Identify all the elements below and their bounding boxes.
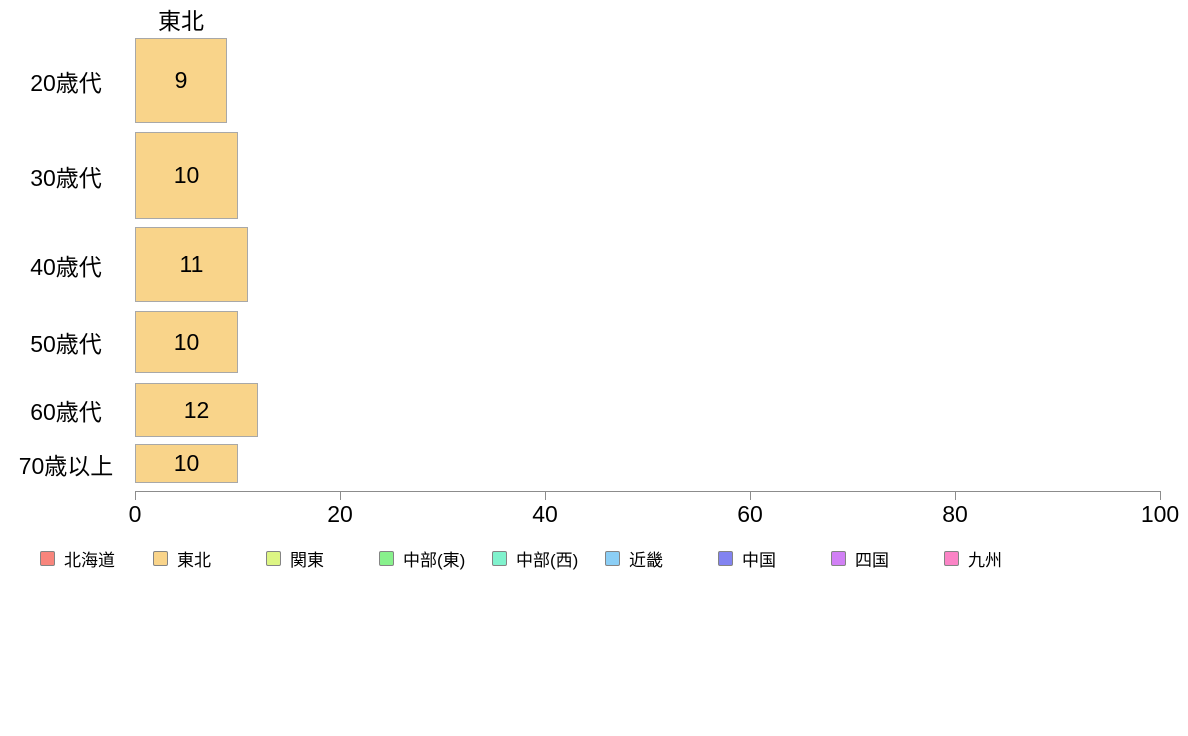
bar-value-label: 9 xyxy=(174,67,188,93)
legend-swatch xyxy=(153,551,168,566)
bar: 10 xyxy=(135,444,238,483)
bar: 9 xyxy=(135,38,227,123)
legend-label: 東北 xyxy=(177,551,211,570)
bar: 10 xyxy=(135,311,238,373)
legend-label: 北海道 xyxy=(64,551,115,570)
chart-title: 東北 xyxy=(158,8,204,34)
legend-item: 関東 xyxy=(266,546,379,571)
legend-swatch xyxy=(379,551,394,566)
bar-value-label: 10 xyxy=(173,450,200,476)
legend-item: 九州 xyxy=(944,546,1057,571)
category-label: 40歳代 xyxy=(30,253,102,280)
x-axis-line xyxy=(135,491,1161,492)
legend-item: 中国 xyxy=(718,546,831,571)
legend-swatch xyxy=(492,551,507,566)
x-tick-label: 20 xyxy=(327,501,353,527)
legend-item: 東北 xyxy=(153,546,266,571)
category-label: 50歳代 xyxy=(30,331,102,357)
category-label: 70歳以上 xyxy=(18,452,114,479)
x-tick xyxy=(750,492,751,500)
legend-label: 中国 xyxy=(742,551,776,570)
bar-value-label: 10 xyxy=(173,328,200,355)
legend-label: 四国 xyxy=(855,551,889,570)
legend: 北海道 東北 関東 中部(東) 中部(西) 近畿 中国 四国 九州 xyxy=(40,546,1057,571)
x-tick xyxy=(1160,492,1161,500)
legend-label: 関東 xyxy=(290,551,324,570)
legend-swatch xyxy=(605,551,620,566)
legend-swatch xyxy=(40,551,55,566)
x-tick-label: 40 xyxy=(532,501,558,527)
x-tick xyxy=(135,492,136,500)
category-label: 30歳代 xyxy=(30,164,102,191)
legend-swatch xyxy=(831,551,846,566)
legend-label: 近畿 xyxy=(629,551,663,570)
bar-value-label: 10 xyxy=(173,162,200,188)
legend-item: 近畿 xyxy=(605,546,718,571)
category-label: 20歳代 xyxy=(30,69,102,96)
legend-label: 九州 xyxy=(968,551,1002,570)
x-tick xyxy=(545,492,546,500)
legend-swatch xyxy=(266,551,281,566)
x-tick-label: 80 xyxy=(942,501,968,527)
bar: 10 xyxy=(135,132,238,219)
legend-swatch xyxy=(944,551,959,566)
bar: 11 xyxy=(135,227,248,302)
x-tick xyxy=(340,492,341,500)
legend-item: 四国 xyxy=(831,546,944,571)
x-tick-label: 60 xyxy=(737,501,763,527)
bar-value-label: 11 xyxy=(179,251,204,277)
legend-label: 中部(東) xyxy=(403,551,466,570)
x-tick xyxy=(955,492,956,500)
category-label: 60歳代 xyxy=(30,399,102,425)
legend-item: 中部(東) xyxy=(379,546,492,571)
legend-item: 中部(西) xyxy=(492,546,605,571)
x-tick-label: 100 xyxy=(1140,501,1180,527)
x-tick-label: 0 xyxy=(128,501,142,527)
legend-item: 北海道 xyxy=(40,546,153,571)
bar: 12 xyxy=(135,383,258,437)
legend-swatch xyxy=(718,551,733,566)
bar-value-label: 12 xyxy=(183,396,210,423)
legend-label: 中部(西) xyxy=(516,551,579,570)
